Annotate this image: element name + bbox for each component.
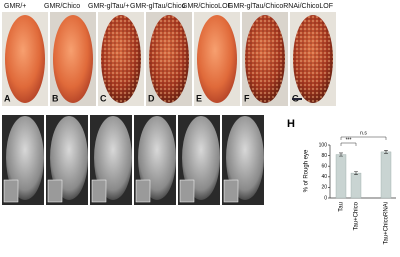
sem-inset [91,179,107,203]
sem-inset [223,179,239,203]
sem-eye [6,116,44,200]
sem-inset [179,179,195,203]
eye [197,15,237,103]
y-axis-label: % of Rough eye [304,149,310,192]
significance-bracket [340,136,387,140]
significance-label: n.s [360,130,367,136]
genotype-label: GMR-glTau/+ [88,3,129,10]
panel-letter: D [148,93,155,103]
bar [335,154,347,199]
genotype-label: GMR/+ [4,3,26,10]
bar [380,151,392,199]
error-bar [384,150,388,154]
sem-eye [226,116,264,200]
eye [53,15,93,103]
y-tick-label: 40 [321,174,327,180]
sem-eye [50,116,88,200]
bar [350,172,362,199]
panel-letter: H [287,118,295,130]
x-tick-label: Tau [339,202,345,212]
sem-eye [138,116,176,200]
significance-label: *** [346,137,352,143]
panel-letter: C [100,93,107,103]
y-tick-label: 20 [321,185,327,191]
eye-texture [245,15,285,103]
scale-bar [292,98,302,100]
light-micrographs: ABCDEFGGMR/+GMR/ChicoGMR-glTau/+GMR-glTa… [2,3,336,106]
eye-texture [293,15,333,103]
error-bar [354,171,358,175]
sem-inset [135,179,151,203]
y-tick-label: 100 [319,142,328,148]
sem-eye [94,116,132,200]
x-tick-label: Tau+ChicoRNAi [384,202,390,245]
y-tick-label: 60 [321,164,327,170]
bar-chart: H % of Rough eye 0 20 40 60 80 100 Tau Tau+Chico T… [287,118,396,245]
error-bar [339,152,343,157]
genotype-label: GMR-glTau/Chico [130,3,185,10]
significance-bracket [340,142,357,146]
panel-letter: B [52,93,59,103]
sem-eye [182,116,220,200]
eye-texture [149,15,189,103]
eye-texture [101,15,141,103]
sem-inset [47,179,63,203]
panel-letter: A [4,93,11,103]
genotype-label: GMR/Chico [44,3,80,10]
x-tick-label: Tau+Chico [354,201,360,230]
y-tick-label: 80 [321,153,327,159]
genotype-label: GMR/ChicoLOF [182,3,232,10]
sem-inset [3,179,19,203]
y-tick-label: 0 [324,195,327,201]
panel-letter: F [244,93,250,103]
genotype-label: GMR-glTau/ChicoRNAi/ChicoLOF [228,3,333,10]
sem-micrographs [2,115,264,205]
panel-letter: E [196,93,202,103]
eye [5,15,45,103]
